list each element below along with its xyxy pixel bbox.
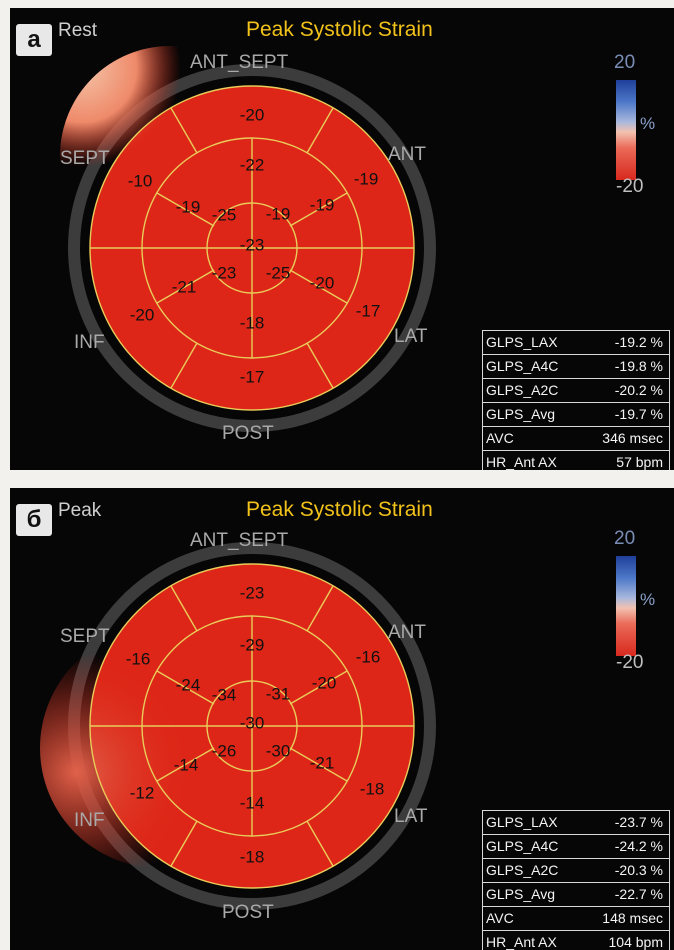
colorbar-max: 20 <box>614 52 636 73</box>
region-label-inf: INF <box>74 332 105 353</box>
region-label-post: POST <box>222 902 274 923</box>
region-label-sept: SEPT <box>60 626 110 647</box>
table-row: GLPS_Avg -22.7 % <box>483 883 669 907</box>
region-label-inf: INF <box>74 810 105 831</box>
colorbar-min: -20 <box>616 176 644 197</box>
segment-value: -23 <box>240 235 265 254</box>
table-row: GLPS_A4C -24.2 % <box>483 835 669 859</box>
segment-value: -23 <box>240 583 265 602</box>
segment-value: -19 <box>354 169 379 188</box>
strain-summary-table: GLPS_LAX -19.2 % GLPS_A4C -19.8 % GLPS_A2C… <box>482 330 670 470</box>
segment-value: -16 <box>356 647 381 666</box>
table-row: AVC 148 msec <box>483 907 669 931</box>
region-label-ant: ANT <box>388 144 426 165</box>
colorbar <box>616 80 636 180</box>
segment-value: -34 <box>212 685 237 704</box>
acquisition-state: Peak <box>58 500 102 521</box>
segment-value: -25 <box>212 205 237 224</box>
plot-title: Peak Systolic Strain <box>246 18 433 41</box>
segment-value: -17 <box>240 367 265 386</box>
region-label-lat: LAT <box>394 326 428 347</box>
region-label-ant-sept: ANT_SEPT <box>190 52 289 73</box>
table-row: GLPS_A2C -20.2 % <box>483 379 669 403</box>
colorbar-max: 20 <box>614 528 636 549</box>
segment-value: -12 <box>130 783 155 802</box>
table-row: GLPS_A2C -20.3 % <box>483 859 669 883</box>
segment-value: -26 <box>212 741 237 760</box>
segment-value: -10 <box>128 171 153 190</box>
colorbar-unit: % <box>640 114 656 133</box>
region-label-post: POST <box>222 423 274 444</box>
colorbar <box>616 556 636 656</box>
reduced-strain-area <box>40 628 280 868</box>
region-label-lat: LAT <box>394 806 428 827</box>
segment-value: -24 <box>176 675 201 694</box>
table-row: GLPS_Avg -19.7 % <box>483 403 669 427</box>
segment-value: -19 <box>176 197 201 216</box>
table-row: HR_Ant AX 57 bpm <box>486 454 663 470</box>
segment-grid <box>89 85 415 411</box>
segment-value: -30 <box>266 741 291 760</box>
bullseye-panel-rest: ANT_SEPT ANT SEPT INF LAT POST -20 -19 -… <box>10 8 674 470</box>
table-row: AVC 346 msec <box>483 427 669 451</box>
segment-value: -25 <box>266 263 291 282</box>
bullseye-panel-peak: ANT_SEPT ANT SEPT INF LAT POST -23 -16 -… <box>10 488 674 950</box>
segment-value: -20 <box>130 305 155 324</box>
segment-value: -14 <box>240 793 265 812</box>
table-row: GLPS_A4C -19.8 % <box>483 355 669 379</box>
region-label-sept: SEPT <box>60 148 110 169</box>
table-row: GLPS_LAX -19.2 % <box>483 331 669 355</box>
table-row: HR_Ant AX 104 bpm <box>486 934 663 950</box>
region-label-ant: ANT <box>388 622 426 643</box>
segment-value: -31 <box>266 684 291 703</box>
colorbar-unit: % <box>640 590 656 609</box>
reduced-strain-area <box>60 46 280 266</box>
segment-value: -17 <box>356 301 381 320</box>
segment-value: -20 <box>312 673 337 692</box>
bullseye-plot: ANT_SEPT ANT SEPT INF LAT POST -20 -19 -… <box>60 46 436 444</box>
outer-ring <box>68 64 436 432</box>
segment-value: -21 <box>310 753 335 772</box>
segment-value: -19 <box>310 195 335 214</box>
panel-label: б <box>16 504 52 536</box>
region-label-ant-sept: ANT_SEPT <box>190 530 289 551</box>
strain-summary-table: GLPS_LAX -23.7 % GLPS_A4C -24.2 % GLPS_A2C… <box>482 810 670 950</box>
segment-value: -30 <box>240 713 265 732</box>
bullseye-plot: ANT_SEPT ANT SEPT INF LAT POST -23 -16 -… <box>40 530 436 923</box>
segment-value: -20 <box>310 273 335 292</box>
segment-value: -16 <box>126 649 151 668</box>
table-row: GLPS_LAX -23.7 % <box>483 811 669 835</box>
segment-value: -29 <box>240 635 265 654</box>
segment-value: -14 <box>174 755 199 774</box>
segment-value: -18 <box>360 779 385 798</box>
segment-value: -19 <box>266 204 291 223</box>
plot-title: Peak Systolic Strain <box>246 498 433 521</box>
segment-value: -20 <box>240 105 265 124</box>
segment-grid <box>89 563 415 889</box>
segment-value: -18 <box>240 313 265 332</box>
segment-value: -22 <box>240 155 265 174</box>
panel-label: а <box>16 24 52 56</box>
acquisition-state: Rest <box>58 20 98 41</box>
segment-value: -23 <box>212 263 237 282</box>
colorbar-min: -20 <box>616 652 644 673</box>
segment-value: -21 <box>172 277 197 296</box>
segment-value: -18 <box>240 847 265 866</box>
